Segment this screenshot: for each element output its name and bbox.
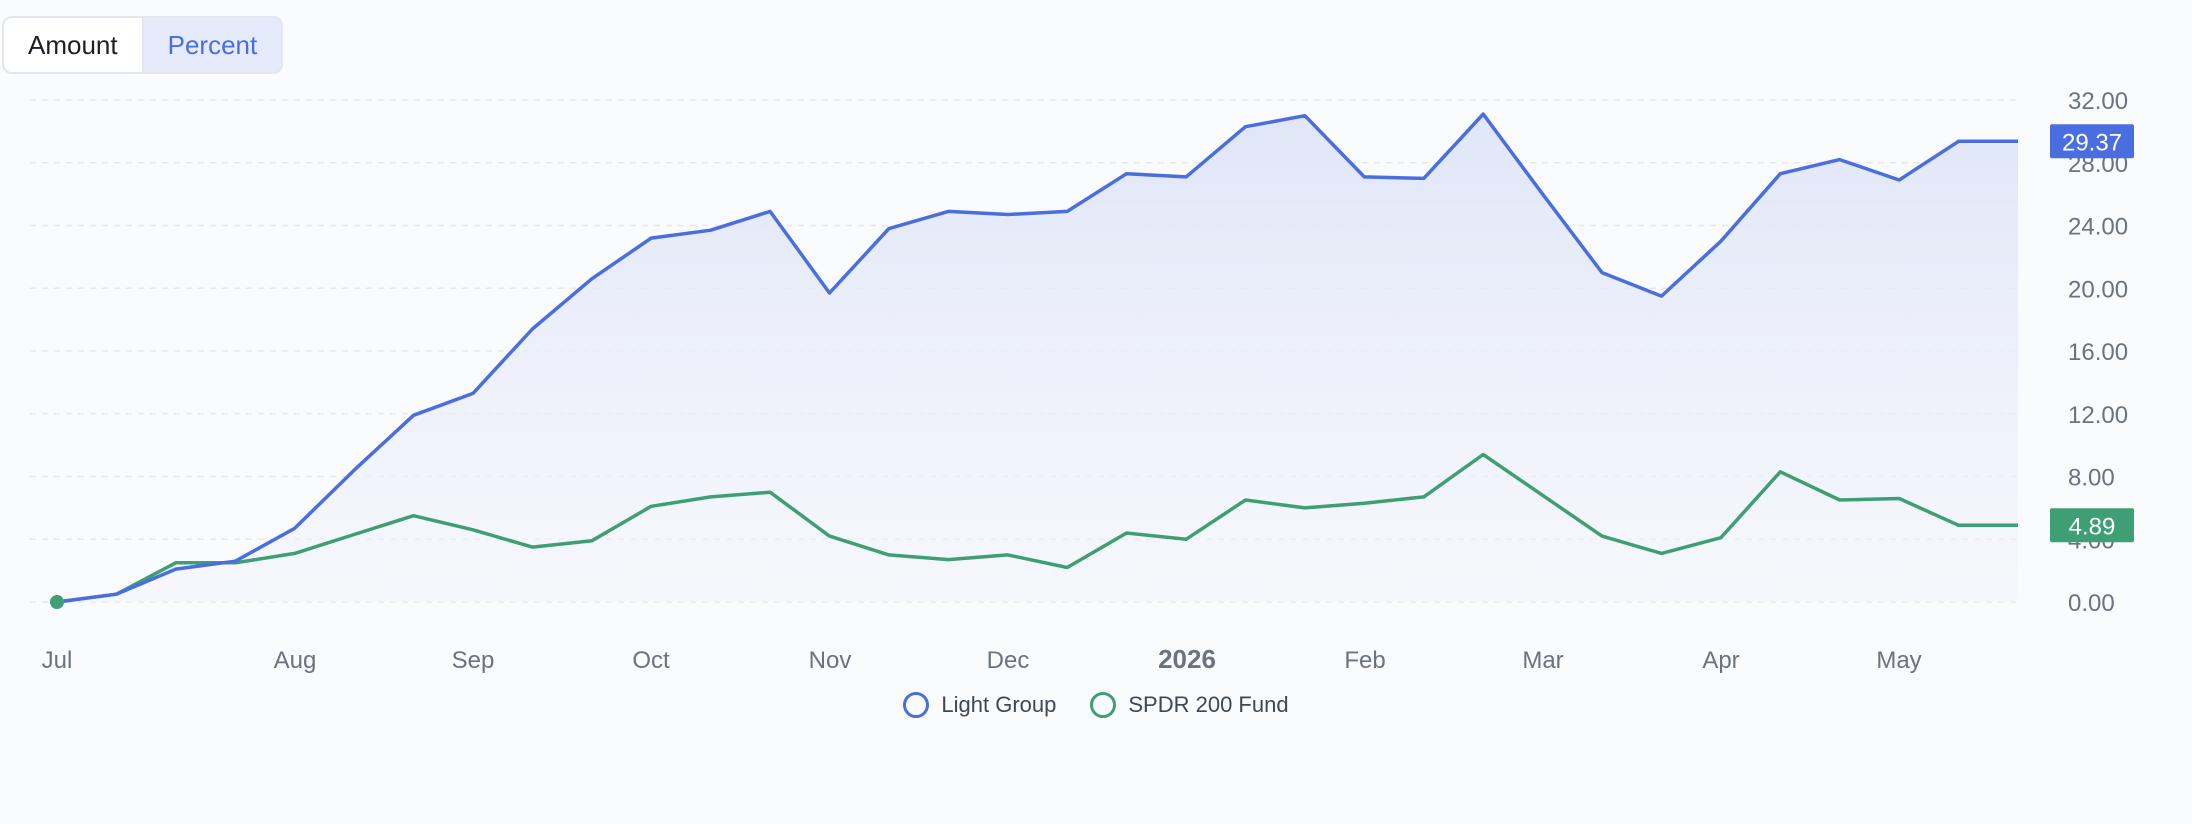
view-toggle: Amount Percent xyxy=(2,16,284,74)
last-value-text: 4.89 xyxy=(2069,513,2116,540)
x-tick-label: Aug xyxy=(274,647,317,674)
y-tick-label: 0.00 xyxy=(2068,590,2115,617)
chart-legend: Light Group SPDR 200 Fund xyxy=(0,692,2192,718)
last-value-text: 29.37 xyxy=(2062,129,2122,156)
last-value-badges: 29.37 4.89 xyxy=(2050,124,2134,543)
legend-item-light-group[interactable]: Light Group xyxy=(903,692,1056,718)
percent-toggle-button[interactable]: Percent xyxy=(141,18,282,72)
area-layer xyxy=(57,114,2018,602)
circle-icon xyxy=(1090,692,1117,718)
last-value-badge-spdr-200-fund: 4.89 xyxy=(2050,508,2134,543)
amount-toggle-button[interactable]: Amount xyxy=(4,18,142,72)
x-axis-ticks: Jul Aug Sep Oct Nov Dec 2026 Feb Mar Apr May xyxy=(42,644,1922,674)
circle-icon xyxy=(903,692,930,718)
last-value-badge-light-group: 29.37 xyxy=(2050,124,2134,159)
legend-item-spdr-200-fund[interactable]: SPDR 200 Fund xyxy=(1090,692,1289,718)
x-tick-label: Jul xyxy=(42,647,73,674)
series-line-light-group xyxy=(56,112,2018,604)
y-tick-label: 24.00 xyxy=(2068,214,2128,241)
start-point-marker xyxy=(50,595,64,609)
y-tick-label: 8.00 xyxy=(2068,465,2115,492)
legend-label: Light Group xyxy=(941,692,1057,717)
line-layer xyxy=(50,112,2018,609)
x-tick-label: Sep xyxy=(452,647,495,674)
x-tick-label: Dec xyxy=(987,647,1030,674)
x-tick-label: Apr xyxy=(1702,647,1739,674)
performance-chart: 0.004.008.0012.0016.0020.0024.0028.0032.… xyxy=(30,88,2134,674)
y-tick-label: 20.00 xyxy=(2068,276,2128,303)
x-tick-label: Feb xyxy=(1344,647,1385,674)
x-tick-label: Oct xyxy=(632,647,670,674)
x-tick-label: May xyxy=(1876,647,1921,674)
series-line-spdr-200-fund xyxy=(56,452,2018,604)
legend-label: SPDR 200 Fund xyxy=(1128,692,1289,717)
y-tick-label: 12.00 xyxy=(2068,402,2128,429)
series-area-light-group xyxy=(57,114,2018,602)
x-tick-label: Nov xyxy=(809,647,852,674)
y-tick-label: 32.00 xyxy=(2068,88,2128,115)
x-tick-label: Mar xyxy=(1522,647,1563,674)
y-tick-label: 16.00 xyxy=(2068,339,2128,366)
x-tick-label: 2026 xyxy=(1158,644,1216,674)
